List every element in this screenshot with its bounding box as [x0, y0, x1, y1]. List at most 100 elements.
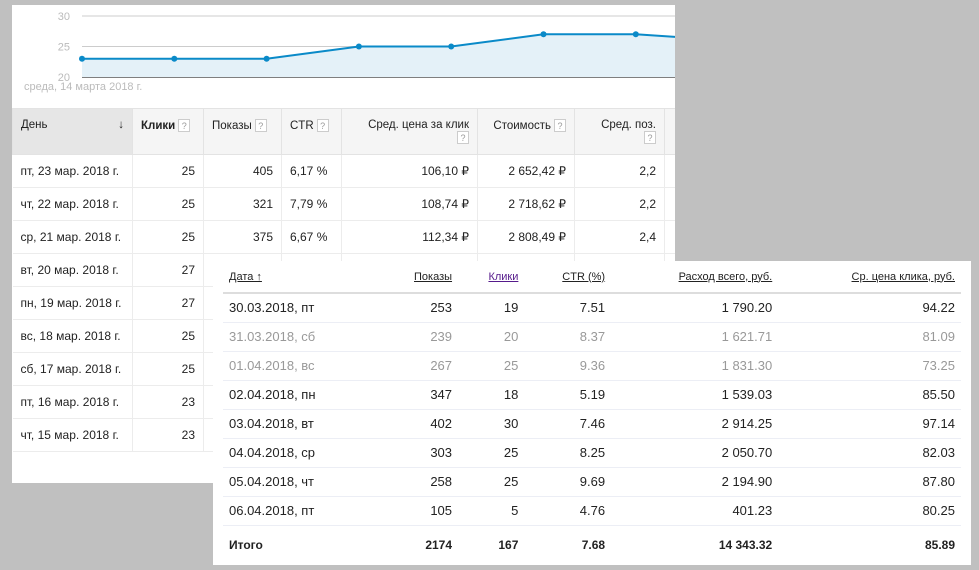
table-cell: 25 — [458, 438, 525, 468]
column-header[interactable]: Стоимость? — [477, 108, 575, 155]
clicks-chart: 20 25 30 — [58, 11, 675, 84]
table-cell: 73.25 — [778, 351, 961, 381]
table-cell: 25 — [132, 319, 204, 353]
table-cell: 5.19 — [524, 380, 612, 410]
total-cell: 2174 — [425, 538, 453, 553]
sortable-column-header[interactable]: Показы — [378, 261, 459, 294]
sortable-column-header[interactable]: CTR (%) — [524, 261, 612, 294]
table-cell: 2 194.90 — [611, 467, 779, 497]
help-icon[interactable]: ? — [254, 119, 267, 132]
sortable-column-header[interactable]: Ср. цена клика, руб. — [778, 261, 961, 294]
table-cell: 6,67 % — [281, 220, 342, 254]
data-point[interactable] — [448, 43, 455, 50]
table-cell: 05.04.2018, чт — [223, 467, 379, 497]
data-point[interactable] — [79, 55, 85, 62]
table-row: 31.03.2018, сб 239 20 8.37 1 621.71 81.09 — [223, 322, 961, 352]
table-cell: 1 831.30 — [611, 351, 779, 381]
table-cell: 405 — [203, 154, 282, 188]
table-cell: 23 — [132, 385, 204, 419]
table-cell: 20 — [458, 322, 525, 352]
column-header[interactable]: День ↓ — [12, 108, 133, 155]
series-line — [82, 33, 675, 60]
table-cell: 2 050.70 — [611, 438, 779, 468]
y-tick-label: 25 — [58, 42, 70, 54]
table-cell: 108,74 ₽ — [341, 187, 478, 221]
table-cell: 1 790.20 — [611, 293, 779, 323]
column-header[interactable]: Сред. цена за клик? — [341, 108, 478, 155]
table-cell: 7.51 — [524, 293, 612, 323]
sortable-column-header[interactable]: Клики — [458, 261, 525, 294]
data-point[interactable] — [171, 55, 178, 62]
table-cell: 97.14 — [778, 409, 961, 439]
sortable-column-header[interactable]: Дата ↑ — [223, 261, 379, 294]
table-cell: 105 — [378, 496, 459, 526]
table-cell: 81.09 — [778, 322, 961, 352]
table-cell: 5 — [458, 496, 525, 526]
table-cell: 25 — [132, 352, 204, 386]
table-cell: сб, 17 мар. 2018 г. — [12, 352, 133, 386]
data-point[interactable] — [355, 43, 362, 50]
column-header — [664, 108, 675, 155]
table-row: чт, 22 мар. 2018 г. 25 321 7,79 % 108,74 ₽2 … — [12, 187, 675, 221]
help-icon[interactable]: ? — [178, 119, 191, 132]
period-stats-table: Дата ↑ Показы Клики CTR (%) Расход всего, ру… — [223, 261, 961, 565]
table-cell: 2 718,62 ₽ — [477, 187, 575, 221]
stats-panel-front: Дата ↑ Показы Клики CTR (%) Расход всего, ру… — [213, 261, 971, 565]
table-cell: 8.25 — [524, 438, 612, 468]
header-label: CTR — [290, 120, 314, 132]
data-point[interactable] — [540, 31, 547, 38]
help-icon[interactable]: ? — [457, 131, 469, 144]
table-cell: 4.76 — [524, 496, 612, 526]
table-cell: 94.22 — [778, 293, 961, 323]
table-cell: 25 — [132, 220, 204, 254]
table-cell: 25 — [132, 154, 204, 188]
table-row: 01.04.2018, вс 267 25 9.36 1 831.30 73.25 — [223, 351, 961, 381]
table-cell: 2,2 — [574, 154, 665, 188]
table-cell: 03.04.2018, вт — [223, 409, 379, 439]
table-cell: 1 539.03 — [611, 380, 779, 410]
table-cell: 9.36 — [524, 351, 612, 381]
table-cell: пн, 19 мар. 2018 г. — [12, 286, 133, 320]
table-cell: 106,10 ₽ — [341, 154, 478, 188]
column-header[interactable]: Показы? — [203, 108, 282, 155]
table-cell: 347 — [378, 380, 459, 410]
table-cell: 25 — [132, 187, 204, 221]
table-cell: 7.46 — [524, 409, 612, 439]
total-row: Итого 2174 167 7.68 14 343.32 85.89 — [223, 525, 961, 565]
header-label: День — [21, 119, 48, 131]
table-cell: 321 — [203, 187, 282, 221]
chart-date-label: среда, 14 марта 2018 г. — [24, 81, 143, 93]
column-header[interactable]: Сред. поз.? — [574, 108, 665, 155]
table-cell: 18 — [458, 380, 525, 410]
table-cell: 27 — [132, 286, 204, 320]
help-icon[interactable]: ? — [316, 119, 329, 132]
area-fill — [82, 34, 675, 77]
column-header[interactable]: CTR? — [281, 108, 342, 155]
table-row: 03.04.2018, вт 402 30 7.46 2 914.25 97.14 — [223, 409, 961, 439]
table-cell: 2,4 — [574, 220, 665, 254]
column-header[interactable]: Клики? — [132, 108, 204, 155]
table-cell: 1 621.71 — [611, 322, 779, 352]
table-row: 05.04.2018, чт 258 25 9.69 2 194.90 87.80 — [223, 467, 961, 497]
table-cell: 303 — [378, 438, 459, 468]
help-icon[interactable]: ? — [644, 131, 656, 144]
table-row: пт, 23 мар. 2018 г. 25 405 6,17 % 106,10 ₽2 … — [12, 154, 675, 188]
table-cell: ср, 21 мар. 2018 г. — [12, 220, 133, 254]
header-label: Клики — [141, 120, 176, 132]
table-cell: вс, 18 мар. 2018 г. — [12, 319, 133, 353]
header-label: Стоимость — [493, 120, 551, 132]
table-cell: 9.69 — [524, 467, 612, 497]
data-point[interactable] — [263, 55, 270, 62]
table-cell: 267 — [378, 351, 459, 381]
table-cell: 2 914.25 — [611, 409, 779, 439]
table-cell: 06.04.2018, пт — [223, 496, 379, 526]
table-row: 06.04.2018, пт 105 5 4.76 401.23 80.25 — [223, 496, 961, 526]
sortable-column-header[interactable]: Расход всего, руб. — [611, 261, 779, 294]
data-point[interactable] — [632, 31, 639, 38]
table-row: 04.04.2018, ср 303 25 8.25 2 050.70 82.03 — [223, 438, 961, 468]
table-cell: 8.37 — [524, 322, 612, 352]
table-cell: 253 — [378, 293, 459, 323]
table-cell: 82.03 — [778, 438, 961, 468]
arrow-down-icon: ↓ — [118, 119, 124, 131]
help-icon[interactable]: ? — [554, 119, 566, 132]
